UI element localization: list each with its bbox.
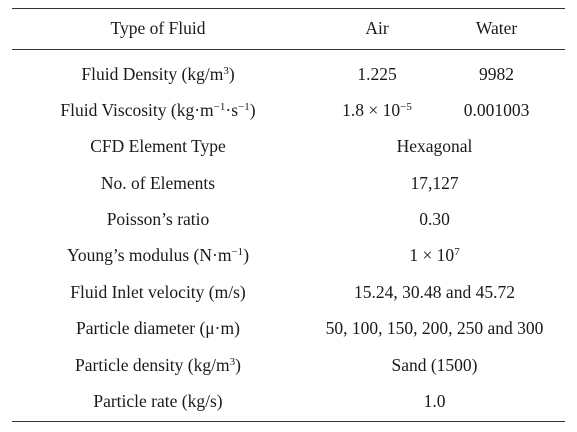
shared-value: Sand (1500) xyxy=(391,355,478,375)
row-label-fluid-viscosity: Fluid Viscosity (kg·m−1·s−1) xyxy=(60,100,256,120)
row-label-youngs-modulus: Young’s modulus (N·m−1) xyxy=(66,245,250,265)
row-label-cfd-element-type: CFD Element Type xyxy=(90,136,226,156)
row-label-particle-diameter: Particle diameter (μ·m) xyxy=(76,318,240,338)
row-label-particle-density: Particle density (kg/m3) xyxy=(75,355,241,375)
table-row: Particle diameter (μ·m) 50, 100, 150, 20… xyxy=(12,310,565,347)
row-label-fluid-inlet-velocity: Fluid Inlet velocity (m/s) xyxy=(70,282,246,302)
row-label-particle-rate: Particle rate (kg/s) xyxy=(93,391,223,411)
bottom-rule xyxy=(12,421,565,422)
table-row: Particle density (kg/m3) Sand (1500) xyxy=(12,347,565,384)
header-rule xyxy=(12,49,565,50)
row-label-poissons-ratio: Poisson’s ratio xyxy=(106,209,210,229)
shared-value: 0.30 xyxy=(419,209,450,229)
header-water: Water xyxy=(475,18,518,38)
shared-value: 17,127 xyxy=(410,173,459,193)
air-value: 1.225 xyxy=(357,64,397,84)
header-type-of-fluid: Type of Fluid xyxy=(110,18,206,38)
table-row: No. of Elements 17,127 xyxy=(12,165,565,202)
table-row: Particle rate (kg/s) 1.0 xyxy=(12,383,565,420)
water-value: 9982 xyxy=(479,64,514,84)
water-value: 0.001003 xyxy=(463,100,530,120)
shared-value: 15.24, 30.48 and 45.72 xyxy=(354,282,515,302)
table-row: CFD Element Type Hexagonal xyxy=(12,128,565,165)
row-label-fluid-density: Fluid Density (kg/m3) xyxy=(81,64,235,84)
table-row: Young’s modulus (N·m−1) 1 × 107 xyxy=(12,237,565,274)
top-rule xyxy=(12,8,565,9)
shared-value: 1.0 xyxy=(423,391,446,411)
shared-value: Hexagonal xyxy=(396,136,473,156)
header-row: Type of Fluid Air Water xyxy=(12,10,565,47)
row-label-no-of-elements: No. of Elements xyxy=(100,173,216,193)
table-row: Poisson’s ratio 0.30 xyxy=(12,201,565,238)
air-value: 1.8 × 10−5 xyxy=(342,100,412,120)
shared-value: 1 × 107 xyxy=(409,245,460,265)
shared-value: 50, 100, 150, 200, 250 and 300 xyxy=(325,318,544,338)
table-row: Fluid Density (kg/m3) 1.225 9982 xyxy=(12,56,565,93)
table-row: Fluid Viscosity (kg·m−1·s−1) 1.8 × 10−5 … xyxy=(12,92,565,129)
header-air: Air xyxy=(365,18,389,38)
table-row: Fluid Inlet velocity (m/s) 15.24, 30.48 … xyxy=(12,274,565,311)
